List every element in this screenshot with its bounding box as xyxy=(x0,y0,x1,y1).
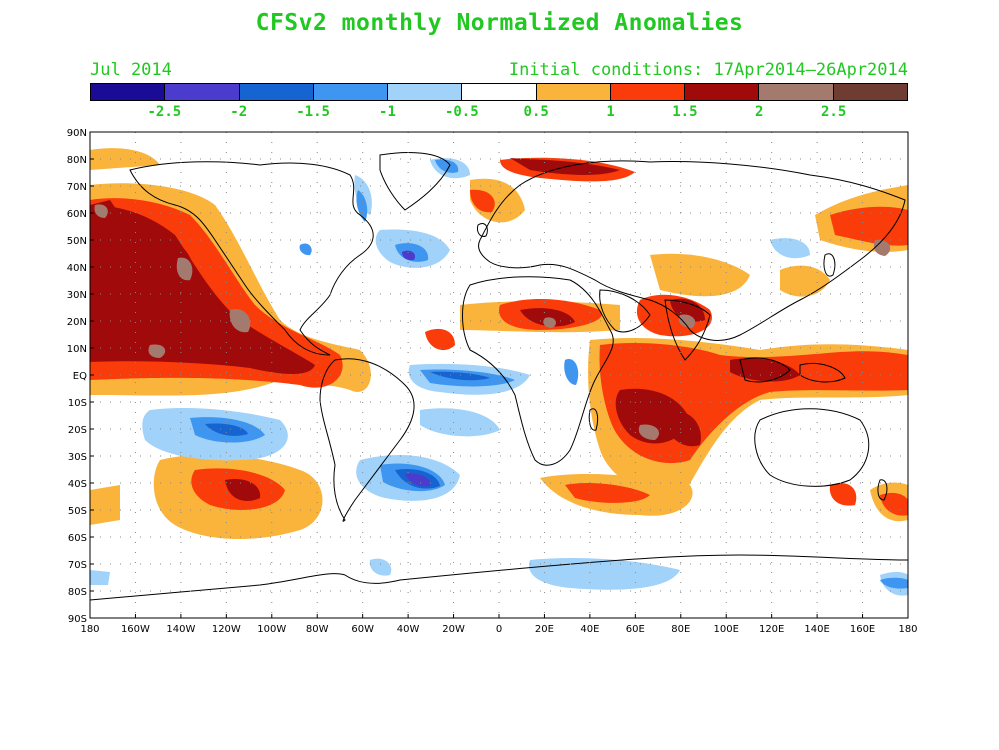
longitude-label: 120E xyxy=(759,624,784,635)
south-america-outline xyxy=(319,358,415,522)
arabia-outline xyxy=(599,289,651,333)
latitude-label: 80N xyxy=(67,155,87,166)
longitude-label: 160E xyxy=(850,624,875,635)
latitude-label: 60N xyxy=(67,209,87,220)
latitude-label: 10N xyxy=(67,344,87,355)
latitude-label: 80S xyxy=(68,587,87,598)
legend-swatch xyxy=(536,84,611,100)
legend-swatch xyxy=(313,84,389,100)
legend-swatch xyxy=(462,84,537,100)
longitude-label: 40E xyxy=(580,624,599,635)
latitude-label: 20S xyxy=(68,425,87,436)
longitude-label: 80W xyxy=(306,624,329,635)
legend-label: 0.5 xyxy=(523,104,549,120)
longitude-label: 180 xyxy=(80,624,99,635)
africa-outline xyxy=(462,276,614,466)
legend-swatch xyxy=(685,84,760,100)
map-title: CFSv2 monthly Normalized Anomalies xyxy=(255,10,744,36)
latitude-label: 50S xyxy=(68,506,87,517)
australia-outline xyxy=(754,408,870,487)
legend-swatch xyxy=(165,84,240,100)
anomaly-field xyxy=(90,148,908,596)
longitude-label: 40W xyxy=(397,624,420,635)
latitude-label: 10S xyxy=(68,398,87,409)
longitude-label: 60W xyxy=(351,624,374,635)
longitude-labels: 180 160W 140W 120W 100W 80W 60W 40W 20W 0 20E 40E 60… xyxy=(80,614,918,635)
maritime-continent-outline xyxy=(739,357,846,383)
antarctica-outline xyxy=(90,554,908,601)
longitude-label: 180 xyxy=(898,624,917,635)
longitude-label: 140W xyxy=(166,624,195,635)
longitude-label: 100E xyxy=(714,624,739,635)
legend-swatch xyxy=(388,84,463,100)
uk-outline xyxy=(477,222,488,237)
grid-dots xyxy=(90,132,908,618)
longitude-label: 20E xyxy=(535,624,554,635)
latitude-label: 30S xyxy=(68,452,87,463)
longitude-label: 60E xyxy=(626,624,645,635)
madagascar-outline xyxy=(588,408,599,431)
legend-label: -2 xyxy=(230,104,248,120)
color-legend-labels: -2.5 -2 -1.5 -1 -0.5 0.5 1 1.5 2 2.5 xyxy=(90,104,908,122)
legend-swatch xyxy=(239,84,314,100)
eurasia-outline xyxy=(477,160,906,341)
longitude-label: 120W xyxy=(212,624,241,635)
legend-swatch xyxy=(610,84,686,100)
legend-swatch xyxy=(833,84,907,100)
latitude-label: 40N xyxy=(67,263,87,274)
india-outline xyxy=(664,299,711,361)
longitude-label: 160W xyxy=(121,624,150,635)
anomaly-indigo-regions xyxy=(402,250,431,487)
forecast-month: Jul 2014 xyxy=(90,60,172,80)
latitude-label: 90N xyxy=(67,128,87,139)
latitude-label: 40S xyxy=(68,479,87,490)
longitude-label: 100W xyxy=(257,624,286,635)
latitude-labels: 90N 80N 70N 60N 50N 40N 30N 20N 10N EQ 10S 20S 30S 40… xyxy=(67,128,94,625)
latitude-label: 60S xyxy=(68,533,87,544)
color-legend-bar xyxy=(90,83,908,101)
japan-outline xyxy=(823,253,836,277)
latitude-label: 20N xyxy=(67,317,87,328)
legend-label: 1.5 xyxy=(672,104,698,120)
latitude-label: 70S xyxy=(68,560,87,571)
legend-label: -2.5 xyxy=(147,104,182,120)
new-zealand-outline xyxy=(877,479,888,501)
longitude-label: 140E xyxy=(804,624,829,635)
greenland-outline xyxy=(379,151,451,211)
longitude-label: 80E xyxy=(671,624,690,635)
latitude-label: 50N xyxy=(67,236,87,247)
latitude-label: 70N xyxy=(67,182,87,193)
legend-swatch xyxy=(91,84,166,100)
coastlines xyxy=(90,151,908,601)
latitude-label: 90S xyxy=(68,614,87,625)
latitude-label: 30N xyxy=(67,290,87,301)
latitude-label: EQ xyxy=(73,371,87,382)
legend-label: 2 xyxy=(755,104,764,120)
legend-label: -1.5 xyxy=(296,104,330,120)
legend-label: 1 xyxy=(606,104,615,120)
legend-label: -1 xyxy=(379,104,396,120)
north-america-outline xyxy=(129,161,374,356)
anomaly-brown-regions xyxy=(94,204,891,440)
legend-swatch xyxy=(759,84,834,100)
legend-label: 2.5 xyxy=(820,104,847,120)
legend-label: -0.5 xyxy=(444,104,479,120)
longitude-label: 20W xyxy=(442,624,465,635)
initial-conditions: Initial conditions: 17Apr2014–26Apr2014 xyxy=(508,60,908,80)
longitude-label: 0 xyxy=(496,624,502,635)
